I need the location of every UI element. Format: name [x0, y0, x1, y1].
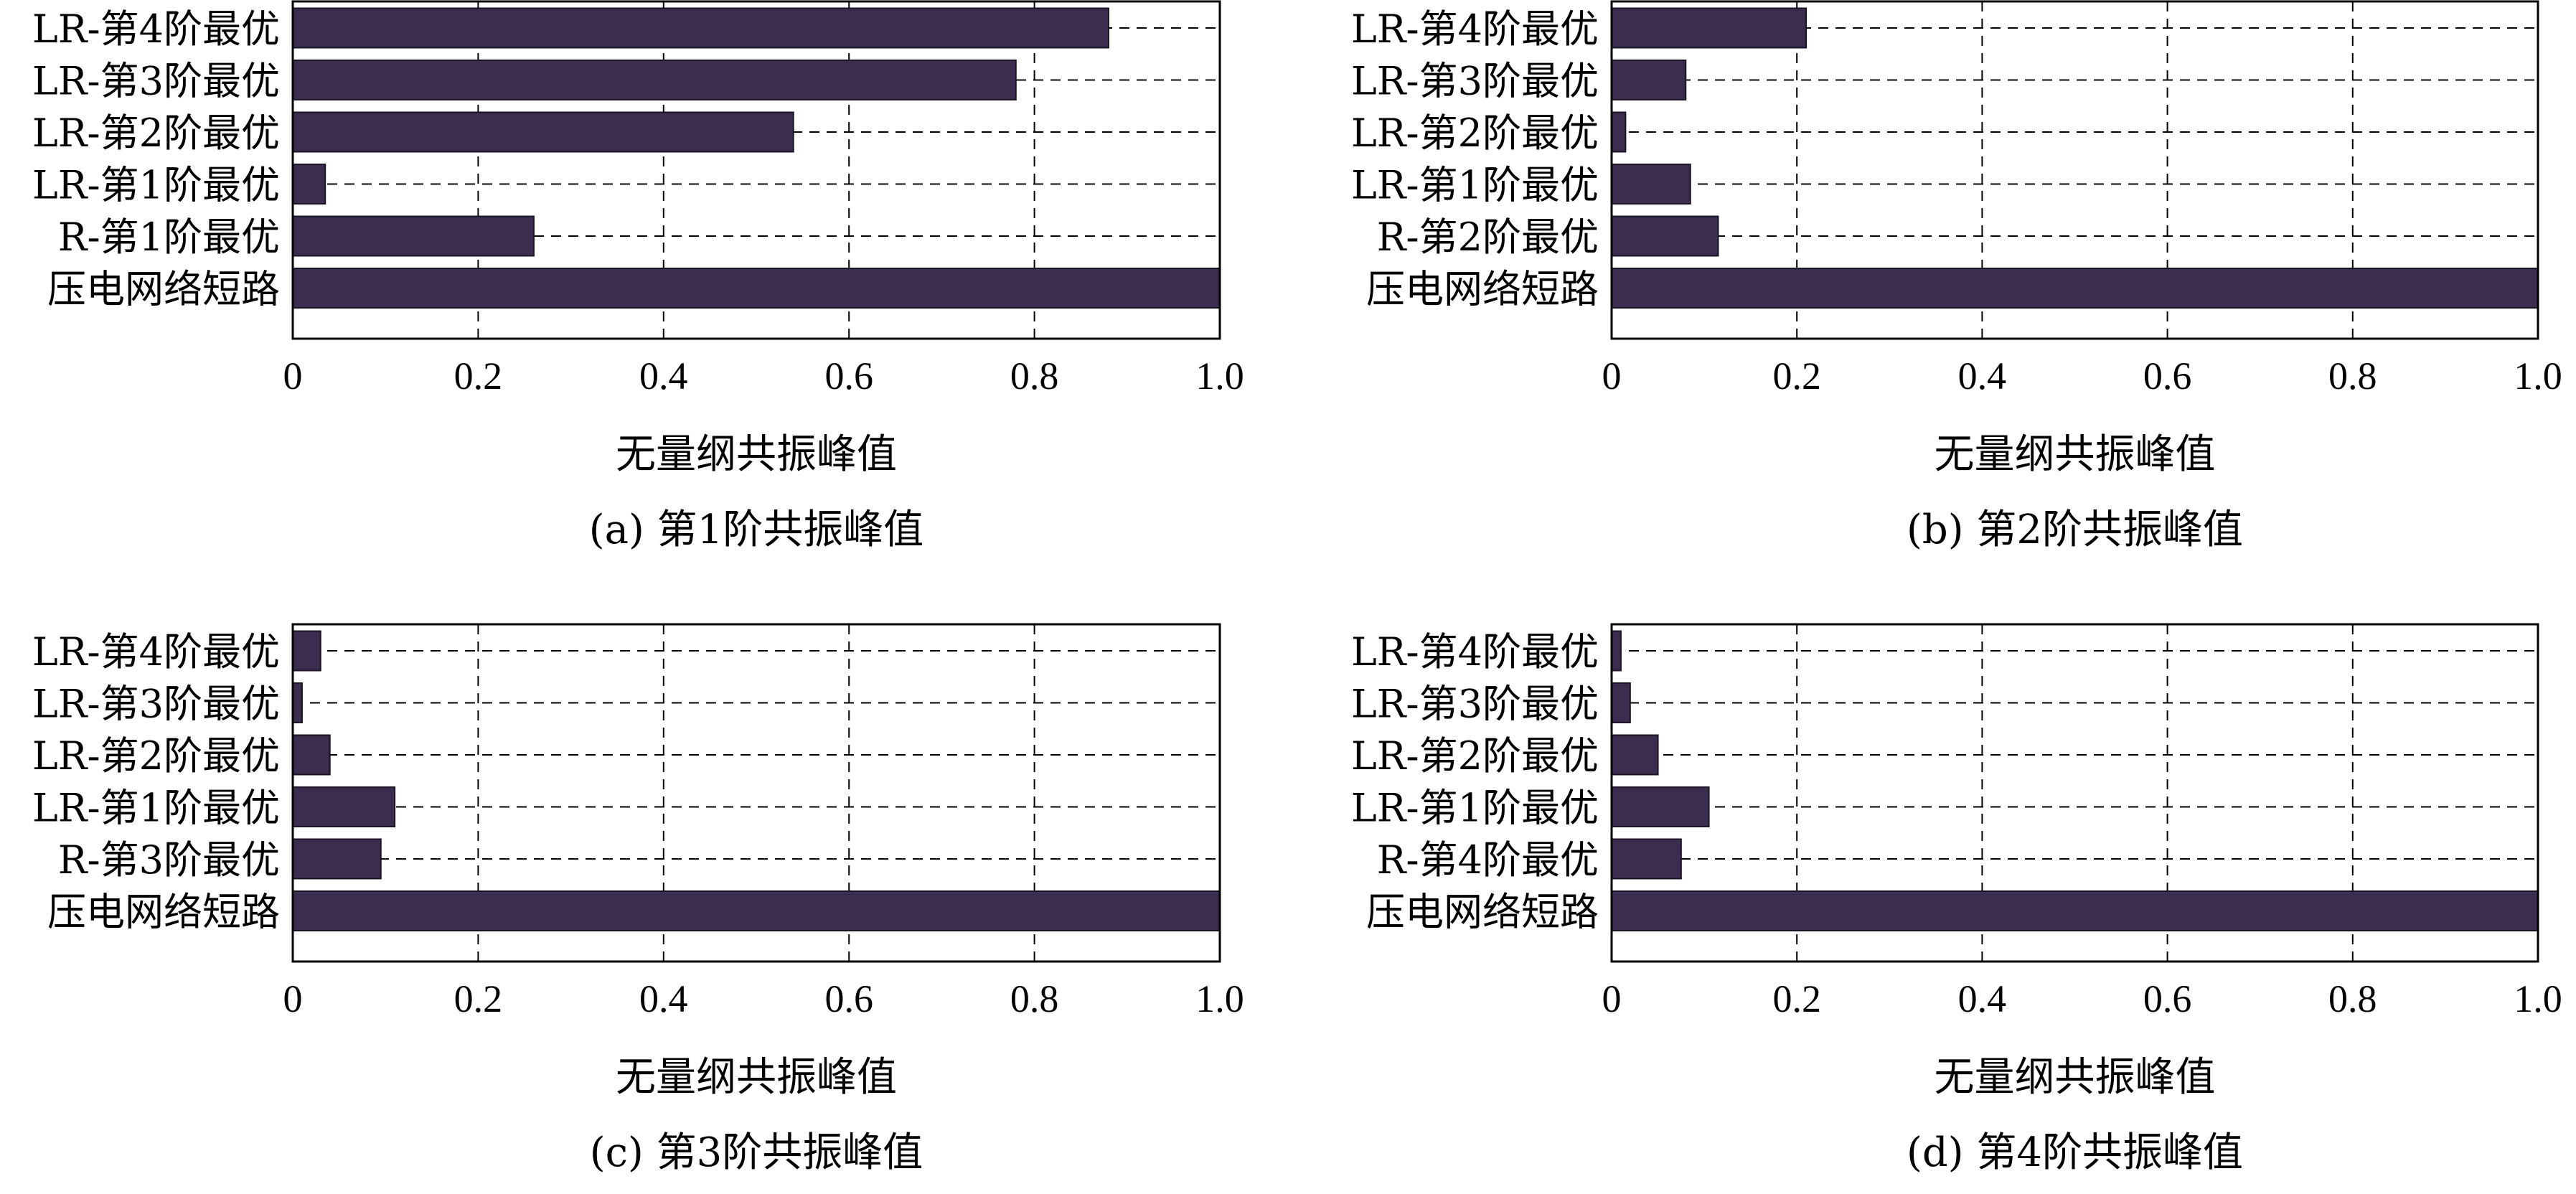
tick-label-x-3: 0.6 [824, 354, 873, 398]
chart-panel-3: 压电网络短路 R-第3阶最优 LR-第1阶最优 LR-第2阶最优 LR-第3阶最优 LR-… [32, 623, 1244, 1176]
bar-5 [292, 7, 1109, 49]
tick-label-x-2: 0.4 [639, 977, 688, 1020]
chart-panel-4: 压电网络短路 R-第4阶最优 LR-第1阶最优 LR-第2阶最优 LR-第3阶最优 LR-… [1351, 623, 2562, 1176]
tick-label-x-4: 0.8 [2328, 977, 2377, 1020]
tick-label-x-5: 1.0 [1195, 977, 1244, 1020]
tick-label-x-2: 0.4 [1958, 977, 2007, 1020]
bar-1 [1611, 215, 1719, 257]
bar-4 [1611, 60, 1687, 100]
tick-label-x-1: 0.2 [1772, 977, 1821, 1020]
bar-0 [1611, 268, 2539, 309]
tick-label-x-1: 0.2 [454, 354, 503, 398]
tick-label-x-3: 0.6 [2143, 354, 2192, 398]
tick-label-x-3: 0.6 [824, 977, 873, 1020]
bar-0 [1611, 890, 2539, 931]
category-label-2: LR-第1阶最优 [1351, 786, 1599, 831]
bar-2 [1611, 164, 1691, 205]
category-label-3: LR-第2阶最优 [1351, 733, 1599, 779]
tick-label-x-3: 0.6 [2143, 977, 2192, 1020]
plot-frame [291, 0, 1221, 340]
category-label-3: LR-第2阶最优 [32, 111, 280, 156]
category-label-4: LR-第3阶最优 [1351, 59, 1599, 104]
tick-label-x-4: 0.8 [1010, 977, 1059, 1020]
tick-label-x-0: 0 [1602, 977, 1622, 1020]
tick-label-x-1: 0.2 [454, 977, 503, 1020]
bar-1 [292, 215, 535, 257]
tick-label-x-5: 1.0 [1195, 354, 1244, 398]
plot-frame [1610, 0, 2539, 340]
category-label-5: LR-第4阶最优 [1351, 6, 1599, 52]
category-label-4: LR-第3阶最优 [32, 59, 280, 104]
category-label-1: R-第4阶最优 [1377, 837, 1599, 883]
category-label-0: 压电网络短路 [47, 267, 280, 312]
category-label-5: LR-第4阶最优 [32, 629, 280, 674]
panel-caption: (b) 第2阶共振峰值 [1907, 507, 2243, 553]
category-label-1: R-第2阶最优 [1377, 215, 1599, 260]
bar-5 [292, 630, 321, 672]
category-label-2: LR-第1阶最优 [1351, 163, 1599, 208]
tick-label-x-1: 0.2 [1772, 354, 1821, 398]
bar-3 [292, 111, 794, 153]
category-label-1: R-第1阶最优 [58, 215, 280, 260]
chart-panel-1: 压电网络短路 R-第1阶最优 LR-第1阶最优 LR-第2阶最优 LR-第3阶最优 LR-… [32, 0, 1244, 553]
panel-caption: (c) 第3阶共振峰值 [590, 1129, 923, 1176]
tick-label-x-4: 0.8 [2328, 354, 2377, 398]
bar-5 [1611, 630, 1622, 672]
bar-2 [292, 164, 326, 205]
bar-2 [1611, 786, 1710, 827]
category-label-5: LR-第4阶最优 [1351, 629, 1599, 674]
bar-3 [1611, 734, 1659, 776]
tick-label-x-4: 0.8 [1010, 354, 1059, 398]
bar-4 [292, 682, 303, 723]
bar-3 [1611, 111, 1627, 153]
tick-label-x-2: 0.4 [1958, 354, 2007, 398]
bar-0 [292, 890, 1221, 931]
category-label-2: LR-第1阶最优 [32, 786, 280, 831]
category-label-3: LR-第2阶最优 [32, 733, 280, 779]
x-axis-label: 无量纲共振峰值 [616, 1054, 897, 1101]
bar-1 [1611, 838, 1682, 880]
plot-frame [1610, 623, 2539, 963]
tick-label-x-0: 0 [1602, 354, 1622, 398]
x-axis-label: 无量纲共振峰值 [1935, 431, 2216, 478]
bar-2 [292, 786, 396, 827]
tick-label-x-5: 1.0 [2514, 354, 2562, 398]
bar-4 [292, 60, 1017, 100]
x-axis-label: 无量纲共振峰值 [1935, 1054, 2216, 1101]
bar-5 [1611, 7, 1808, 49]
tick-label-x-0: 0 [283, 977, 303, 1020]
bar-3 [292, 734, 331, 776]
panel-caption: (a) 第1阶共振峰值 [589, 507, 924, 553]
category-label-0: 压电网络短路 [1366, 890, 1599, 935]
chart-panel-2: 压电网络短路 R-第2阶最优 LR-第1阶最优 LR-第2阶最优 LR-第3阶最优 LR-… [1351, 0, 2562, 553]
tick-label-x-2: 0.4 [639, 354, 688, 398]
plot-frame [291, 623, 1221, 963]
panel-caption: (d) 第4阶共振峰值 [1907, 1129, 2243, 1176]
category-label-3: LR-第2阶最优 [1351, 111, 1599, 156]
bar-0 [292, 268, 1221, 309]
bar-1 [292, 838, 382, 880]
tick-label-x-5: 1.0 [2514, 977, 2562, 1020]
category-label-4: LR-第3阶最优 [32, 682, 280, 727]
bar-4 [1611, 682, 1631, 723]
category-label-2: LR-第1阶最优 [32, 163, 280, 208]
x-axis-label: 无量纲共振峰值 [616, 431, 897, 478]
category-label-4: LR-第3阶最优 [1351, 682, 1599, 727]
category-label-0: 压电网络短路 [1366, 267, 1599, 312]
tick-label-x-0: 0 [283, 354, 303, 398]
category-label-1: R-第3阶最优 [58, 837, 280, 883]
category-label-5: LR-第4阶最优 [32, 6, 280, 52]
category-label-0: 压电网络短路 [47, 890, 280, 935]
